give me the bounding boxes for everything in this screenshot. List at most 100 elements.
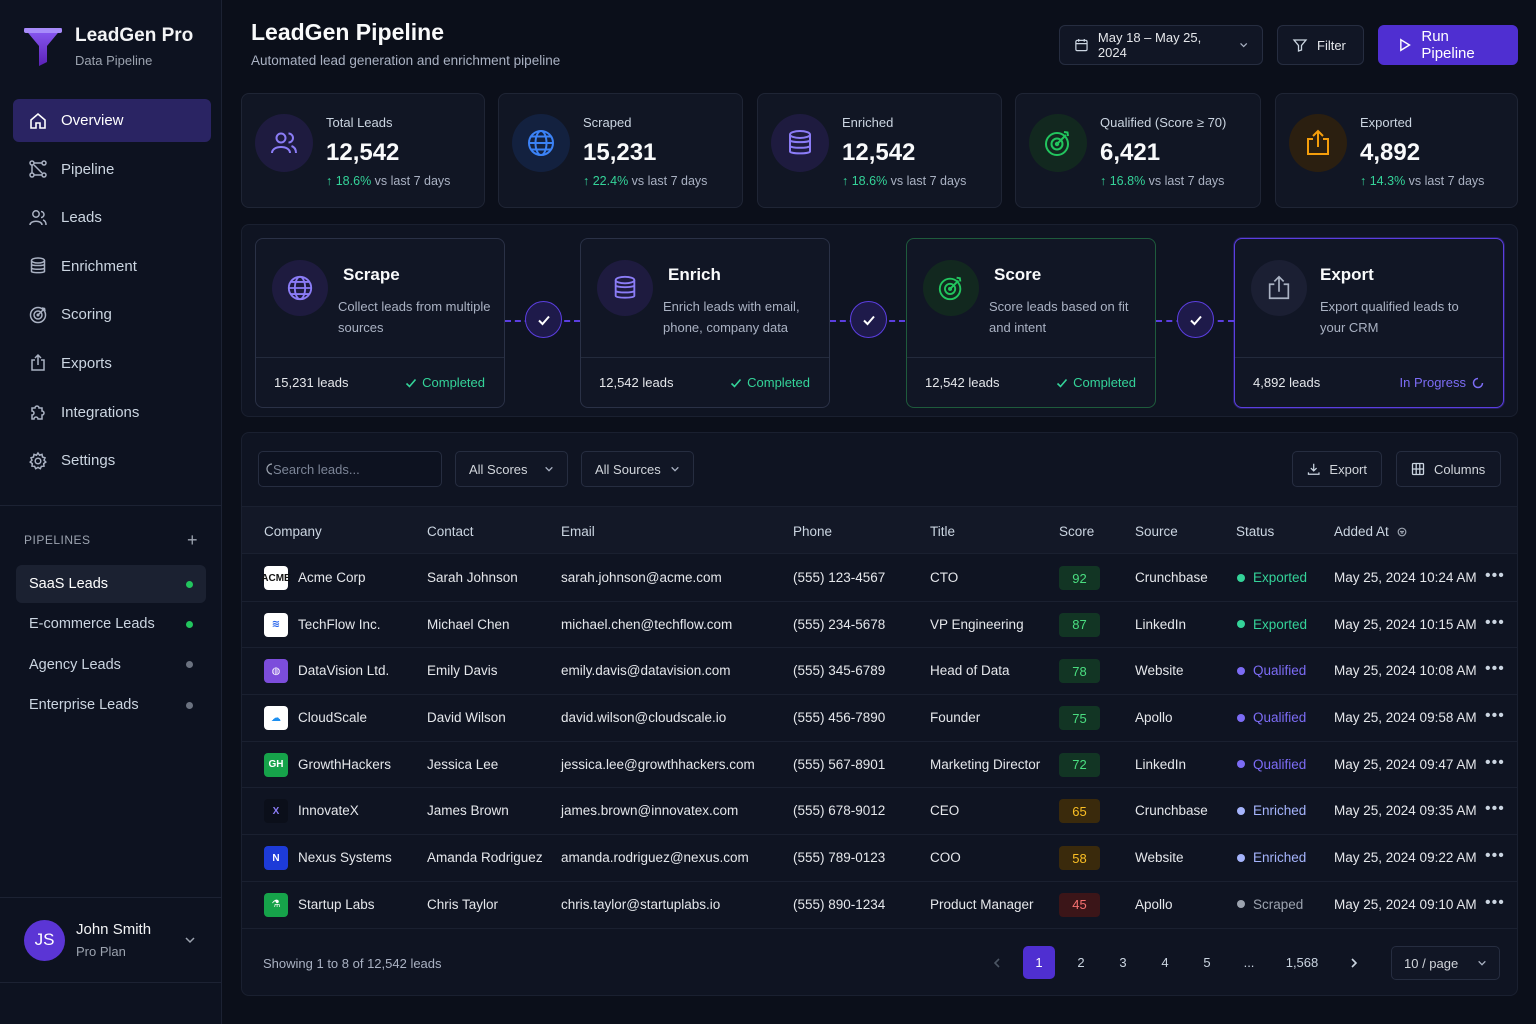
cell-email: jessica.lee@growthhackers.com bbox=[561, 756, 755, 772]
nav-item-overview[interactable]: Overview bbox=[13, 99, 211, 142]
status-label: Qualified bbox=[1253, 663, 1307, 679]
database-icon bbox=[30, 257, 46, 274]
prev-page-button[interactable] bbox=[981, 946, 1013, 979]
step-card-enrich[interactable]: Enrich Enrich leads with email, phone, c… bbox=[580, 238, 830, 408]
divider bbox=[256, 357, 504, 358]
step-card-export[interactable]: Export Export qualified leads to your CR… bbox=[1234, 238, 1504, 408]
nav-item-integrations[interactable]: Integrations bbox=[13, 391, 211, 434]
step-card-scrape[interactable]: Scrape Collect leads from multiple sourc… bbox=[255, 238, 505, 408]
table-row[interactable]: N Nexus Systems Amanda Rodriguez amanda.rod… bbox=[242, 835, 1517, 882]
row-actions-button[interactable]: ••• bbox=[1485, 660, 1505, 678]
row-actions-button[interactable]: ••• bbox=[1485, 707, 1505, 725]
export-icon bbox=[31, 354, 45, 372]
column-header-title[interactable]: Title bbox=[930, 524, 956, 539]
page-button-2[interactable]: 2 bbox=[1077, 955, 1085, 970]
nav-item-enrichment[interactable]: Enrichment bbox=[13, 245, 211, 288]
column-header-phone[interactable]: Phone bbox=[793, 524, 833, 539]
kpi-delta: ↑ 14.3% vs last 7 days bbox=[1360, 174, 1484, 188]
cell-source: Apollo bbox=[1135, 896, 1173, 912]
page-button-last[interactable]: 1,568 bbox=[1285, 955, 1319, 970]
kpi-value: 12,542 bbox=[326, 139, 400, 166]
column-header-status[interactable]: Status bbox=[1236, 524, 1275, 539]
column-header-company[interactable]: Company bbox=[264, 524, 322, 539]
kpi-delta-value: 22.4% bbox=[592, 174, 629, 188]
pipeline-item-agency[interactable]: Agency Leads bbox=[16, 646, 206, 684]
table-row[interactable]: ACME Acme Corp Sarah Johnson sarah.johnson@… bbox=[242, 555, 1517, 602]
column-header-contact[interactable]: Contact bbox=[427, 524, 474, 539]
step-description: Enrich leads with email, phone, company … bbox=[663, 299, 800, 335]
kpi-delta-suffix: vs last 7 days bbox=[374, 174, 451, 188]
user-menu[interactable]: JS John Smith Pro Plan bbox=[0, 897, 222, 983]
cell-source: LinkedIn bbox=[1135, 756, 1187, 772]
step-status-label: In Progress bbox=[1399, 375, 1466, 390]
column-header-email[interactable]: Email bbox=[561, 524, 595, 539]
column-header-added-at[interactable]: Added At bbox=[1334, 524, 1407, 539]
nav-item-exports[interactable]: Exports bbox=[13, 342, 211, 385]
step-card-score[interactable]: Score Score leads based on fit and inten… bbox=[906, 238, 1156, 408]
pipeline-item-ecommerce[interactable]: E-commerce Leads bbox=[16, 605, 206, 643]
row-actions-button[interactable]: ••• bbox=[1485, 567, 1505, 584]
company-logo: ACME bbox=[261, 566, 291, 590]
nav-item-settings[interactable]: Settings bbox=[13, 439, 211, 482]
chevron-right-icon bbox=[1351, 957, 1358, 968]
kpi-delta-value: 14.3% bbox=[1369, 174, 1406, 188]
source-filter-select[interactable]: All Sources bbox=[581, 451, 694, 487]
page-size-select[interactable]: 10 / page bbox=[1391, 946, 1500, 980]
pipeline-label: Agency Leads bbox=[29, 656, 121, 673]
kpi-delta: ↑ 18.6% vs last 7 days bbox=[326, 174, 450, 188]
score-badge: 65 bbox=[1059, 799, 1100, 824]
score-badge: 45 bbox=[1059, 892, 1100, 917]
table-row[interactable]: ⚗ Startup Labs Chris Taylor chris.taylor@st… bbox=[242, 882, 1517, 929]
table-row[interactable]: X InnovateX James Brown james.brown@innovat… bbox=[242, 788, 1517, 836]
row-actions-button[interactable]: ••• bbox=[1485, 613, 1505, 631]
status-label: Exported bbox=[1253, 570, 1308, 585]
page-title: LeadGen Pipeline bbox=[251, 19, 444, 45]
date-range-picker[interactable]: May 18 – May 25, 2024 bbox=[1059, 25, 1263, 65]
user-name: John Smith bbox=[76, 921, 152, 938]
pipeline-item-enterprise[interactable]: Enterprise Leads bbox=[16, 686, 206, 724]
status-dot bbox=[1237, 713, 1245, 722]
next-page-button[interactable] bbox=[1338, 946, 1370, 979]
status-badge: Enriched bbox=[1237, 803, 1306, 818]
pipeline-status-dot bbox=[186, 701, 193, 709]
columns-button[interactable]: Columns bbox=[1396, 451, 1501, 487]
nav-item-scoring[interactable]: Scoring bbox=[13, 293, 211, 336]
table-row[interactable]: GH GrowthHackers Jessica Lee jessica.lee@gr… bbox=[242, 742, 1517, 789]
row-actions-button[interactable]: ••• bbox=[1485, 847, 1505, 865]
pipeline-status-dot bbox=[186, 661, 193, 669]
nav-item-leads[interactable]: Leads bbox=[13, 196, 211, 239]
add-pipeline-button[interactable]: + bbox=[186, 530, 198, 550]
cell-title: CTO bbox=[930, 570, 959, 585]
page-button-4[interactable]: 4 bbox=[1161, 955, 1169, 970]
company-logo: ☁ bbox=[264, 706, 288, 731]
cell-contact: James Brown bbox=[427, 803, 509, 819]
row-actions-button[interactable]: ••• bbox=[1485, 800, 1505, 818]
score-filter-select[interactable]: All Scores bbox=[455, 451, 568, 487]
search-input[interactable] bbox=[258, 451, 442, 487]
kpi-value: 6,421 bbox=[1100, 139, 1161, 166]
cell-added-at: May 25, 2024 10:15 AM bbox=[1334, 616, 1477, 632]
row-actions-button[interactable]: ••• bbox=[1485, 753, 1505, 771]
page-subtitle: Automated lead generation and enrichment… bbox=[251, 53, 561, 68]
globe-icon bbox=[528, 130, 554, 156]
row-actions-button[interactable]: ••• bbox=[1485, 893, 1505, 911]
export-table-button[interactable]: Export bbox=[1292, 451, 1382, 487]
column-header-source[interactable]: Source bbox=[1135, 524, 1178, 539]
page-button-3[interactable]: 3 bbox=[1119, 955, 1127, 970]
kpi-delta-value: 18.6% bbox=[335, 174, 372, 188]
run-pipeline-button[interactable]: Run Pipeline bbox=[1378, 25, 1518, 65]
table-row[interactable]: ◍ DataVision Ltd. Emily Davis emily.davis@d… bbox=[242, 648, 1517, 696]
table-row[interactable]: ≋ TechFlow Inc. Michael Chen michael.chen@t… bbox=[242, 602, 1517, 649]
pipeline-item-saas[interactable]: SaaS Leads bbox=[16, 565, 206, 603]
target-icon bbox=[29, 306, 47, 324]
status-badge: Qualified bbox=[1237, 663, 1306, 678]
nav-item-pipeline[interactable]: Pipeline bbox=[13, 148, 211, 191]
cell-contact: Amanda Rodriguez bbox=[427, 850, 543, 866]
kpi-icon-wrap bbox=[255, 114, 313, 172]
page-button-1[interactable]: 1 bbox=[1023, 946, 1055, 979]
column-header-score[interactable]: Score bbox=[1059, 524, 1095, 539]
kpi-label: Qualified (Score ≥ 70) bbox=[1100, 115, 1227, 130]
table-row[interactable]: ☁ CloudScale David Wilson david.wilson@clou… bbox=[242, 695, 1517, 742]
filter-button[interactable]: Filter bbox=[1277, 25, 1364, 65]
page-button-5[interactable]: 5 bbox=[1203, 955, 1211, 970]
